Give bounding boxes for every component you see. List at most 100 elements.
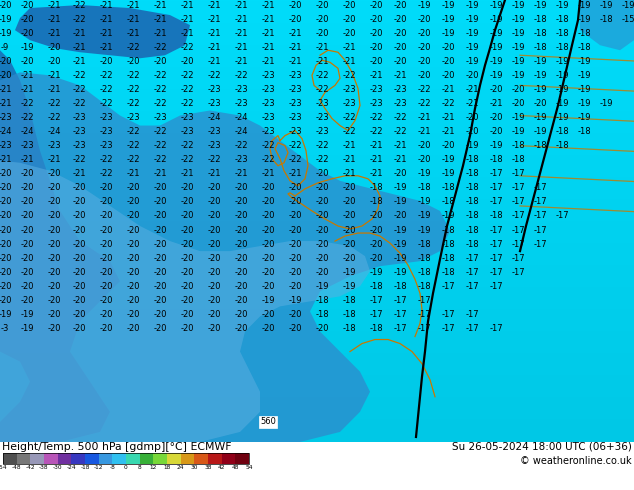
Text: -20: -20 <box>342 183 356 193</box>
Text: -20: -20 <box>0 240 12 248</box>
Text: -20: -20 <box>180 183 194 193</box>
Text: -20: -20 <box>48 240 61 248</box>
Text: -23: -23 <box>207 99 221 108</box>
Text: -20: -20 <box>48 296 61 305</box>
Text: -20: -20 <box>100 57 113 66</box>
Text: -17: -17 <box>533 197 547 206</box>
Text: 48: 48 <box>231 466 239 470</box>
Text: -23: -23 <box>207 85 221 94</box>
Bar <box>16 453 30 464</box>
Text: -24: -24 <box>67 466 76 470</box>
Text: -22: -22 <box>234 71 248 80</box>
Text: -18: -18 <box>417 282 431 291</box>
Text: -23: -23 <box>47 141 61 150</box>
Text: -20: -20 <box>417 71 430 80</box>
Text: 8: 8 <box>138 466 141 470</box>
Text: -23: -23 <box>72 113 86 122</box>
Text: -20: -20 <box>72 225 86 235</box>
Text: -20: -20 <box>48 254 61 263</box>
Text: -21: -21 <box>288 43 302 52</box>
Text: -19: -19 <box>465 0 479 9</box>
Text: -21: -21 <box>489 99 503 108</box>
Text: -20: -20 <box>417 141 430 150</box>
Text: -20: -20 <box>261 225 275 235</box>
Text: -20: -20 <box>153 225 167 235</box>
Text: -20: -20 <box>369 43 383 52</box>
Text: 12: 12 <box>150 466 157 470</box>
Text: -17: -17 <box>555 212 569 220</box>
Text: -21: -21 <box>72 169 86 178</box>
Text: -19: -19 <box>417 212 430 220</box>
Text: -22: -22 <box>100 169 113 178</box>
Text: -21: -21 <box>234 43 248 52</box>
Text: -23: -23 <box>393 99 407 108</box>
Text: -18: -18 <box>577 28 591 38</box>
Text: -17: -17 <box>393 310 407 319</box>
Text: -21: -21 <box>234 15 248 24</box>
Text: -17: -17 <box>511 183 525 193</box>
Text: -23: -23 <box>261 85 275 94</box>
Text: -20: -20 <box>393 28 407 38</box>
Text: -22: -22 <box>180 99 194 108</box>
Text: -22: -22 <box>288 155 302 164</box>
Text: -20: -20 <box>0 268 12 277</box>
Text: -20: -20 <box>288 0 302 9</box>
Text: -22: -22 <box>234 141 248 150</box>
Text: -20: -20 <box>315 268 329 277</box>
Bar <box>112 453 126 464</box>
Text: -19: -19 <box>489 0 503 9</box>
Text: -20: -20 <box>48 183 61 193</box>
Text: -22: -22 <box>153 71 167 80</box>
Text: -21: -21 <box>261 43 275 52</box>
Text: -17: -17 <box>511 169 525 178</box>
Bar <box>44 453 58 464</box>
Text: -21: -21 <box>315 57 329 66</box>
Text: -20: -20 <box>126 240 139 248</box>
Text: -20: -20 <box>207 183 221 193</box>
Text: -22: -22 <box>126 155 139 164</box>
Text: -21: -21 <box>126 28 139 38</box>
Text: -21: -21 <box>207 57 221 66</box>
Text: -19: -19 <box>533 0 547 9</box>
Text: -22: -22 <box>180 155 194 164</box>
Text: -18: -18 <box>369 197 383 206</box>
Text: -21: -21 <box>234 57 248 66</box>
Text: -20: -20 <box>153 212 167 220</box>
Text: -22: -22 <box>72 155 86 164</box>
Text: -23: -23 <box>207 127 221 136</box>
Text: -18: -18 <box>465 212 479 220</box>
Text: -17: -17 <box>441 282 455 291</box>
Text: -18: -18 <box>555 127 569 136</box>
Text: -20: -20 <box>234 324 248 333</box>
Text: -23: -23 <box>0 113 12 122</box>
Text: -24: -24 <box>234 127 248 136</box>
Text: -20: -20 <box>20 225 34 235</box>
Text: -20: -20 <box>207 324 221 333</box>
Text: -17: -17 <box>489 197 503 206</box>
Text: -21: -21 <box>207 169 221 178</box>
Text: -20: -20 <box>126 268 139 277</box>
Bar <box>167 453 181 464</box>
Text: -21: -21 <box>72 57 86 66</box>
Text: -21: -21 <box>180 0 194 9</box>
Text: -20: -20 <box>48 57 61 66</box>
Text: -20: -20 <box>393 43 407 52</box>
Text: -21: -21 <box>393 71 407 80</box>
Text: -19: -19 <box>417 0 430 9</box>
Text: -20: -20 <box>393 15 407 24</box>
Text: -22: -22 <box>342 113 356 122</box>
Text: -20: -20 <box>417 15 430 24</box>
Text: -18: -18 <box>417 240 431 248</box>
Text: -21: -21 <box>20 71 34 80</box>
Text: -19: -19 <box>465 57 479 66</box>
Text: -20: -20 <box>0 183 12 193</box>
Text: -20: -20 <box>369 57 383 66</box>
Text: -23: -23 <box>0 141 12 150</box>
Text: -18: -18 <box>342 296 356 305</box>
Text: -20: -20 <box>100 197 113 206</box>
Text: -20: -20 <box>48 43 61 52</box>
Text: -23: -23 <box>393 85 407 94</box>
Text: -21: -21 <box>342 169 356 178</box>
Text: -19: -19 <box>555 113 569 122</box>
Text: -22: -22 <box>72 99 86 108</box>
